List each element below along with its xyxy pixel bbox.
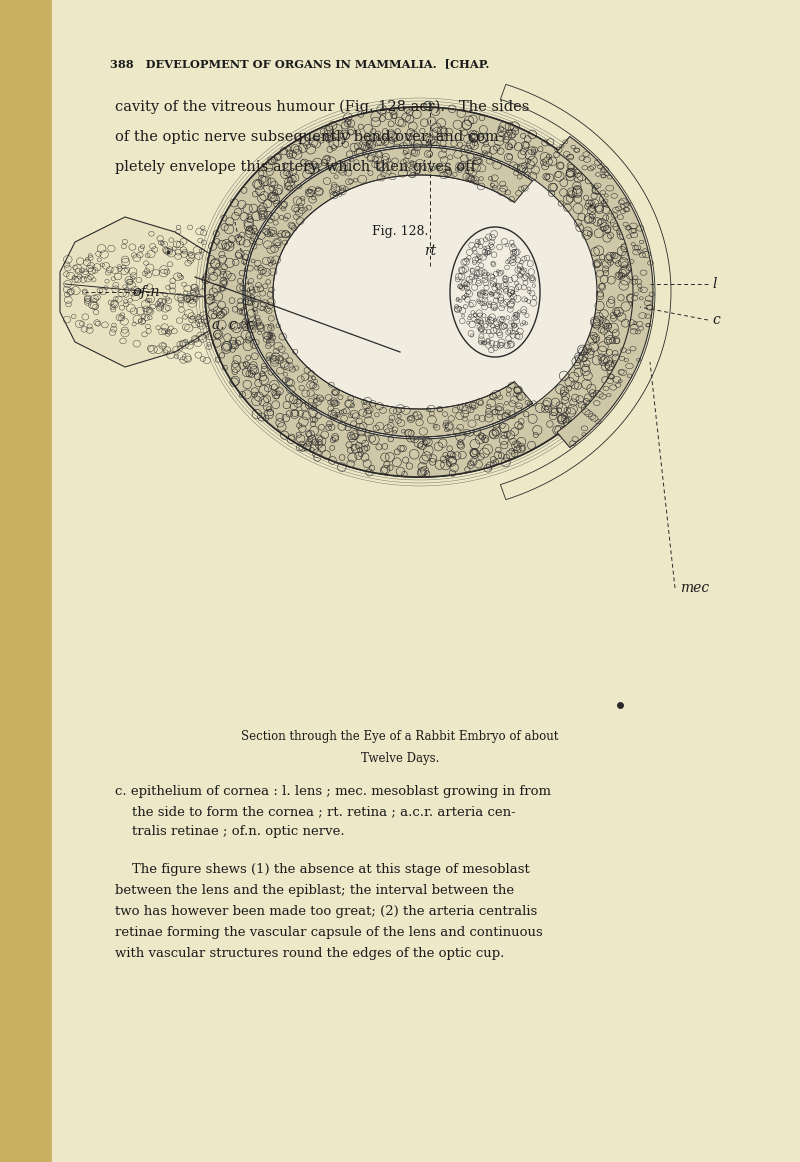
Text: a. c. r.: a. c. r. (212, 318, 255, 332)
Text: the side to form the cornea ; rt. retina ; a.c.r. arteria cen-: the side to form the cornea ; rt. retina… (115, 805, 516, 818)
Text: retinae forming the vascular capsule of the lens and continuous: retinae forming the vascular capsule of … (115, 926, 542, 939)
Bar (60, 0, 65, 1162)
Bar (0, 0, 52, 1162)
Bar (56, 0, 61, 1162)
Polygon shape (450, 227, 540, 357)
Polygon shape (557, 136, 653, 447)
Text: two has however been made too great; (2) the arteria centralis: two has however been made too great; (2)… (115, 905, 538, 918)
Text: of.n: of.n (132, 285, 160, 299)
Text: of the optic nerve subsequently bend over, and com-: of the optic nerve subsequently bend ove… (115, 130, 504, 144)
Polygon shape (243, 145, 597, 439)
Text: with vascular structures round the edges of the optic cup.: with vascular structures round the edges… (115, 947, 504, 960)
Text: tralis retinae ; of.n. optic nerve.: tralis retinae ; of.n. optic nerve. (115, 825, 345, 838)
Text: pletely envelope this artery, which then gives off: pletely envelope this artery, which then… (115, 160, 476, 174)
Polygon shape (245, 148, 533, 437)
Text: l: l (712, 277, 717, 290)
Text: c: c (712, 313, 720, 327)
Text: rt: rt (424, 244, 436, 258)
Text: Fig. 128.: Fig. 128. (372, 225, 428, 238)
Text: between the lens and the epiblast; the interval between the: between the lens and the epiblast; the i… (115, 884, 514, 897)
Text: c. epithelium of cornea : l. lens ; mec. mesoblast growing in from: c. epithelium of cornea : l. lens ; mec.… (115, 786, 551, 798)
Text: cavity of the vitreous humour (Fig. 128 acr).   The sides: cavity of the vitreous humour (Fig. 128 … (115, 100, 530, 114)
Polygon shape (60, 217, 215, 367)
Polygon shape (205, 107, 635, 476)
Text: Section through the Eye of a Rabbit Embryo of about: Section through the Eye of a Rabbit Embr… (242, 730, 558, 743)
Bar (52, 0, 57, 1162)
Text: mec: mec (680, 581, 709, 595)
Text: 388   DEVELOPMENT OF ORGANS IN MAMMALIA.  [CHAP.: 388 DEVELOPMENT OF ORGANS IN MAMMALIA. [… (110, 58, 490, 69)
Text: The figure shews (1) the absence at this stage of mesoblast: The figure shews (1) the absence at this… (115, 863, 530, 876)
Polygon shape (205, 107, 635, 476)
Text: Twelve Days.: Twelve Days. (361, 752, 439, 765)
